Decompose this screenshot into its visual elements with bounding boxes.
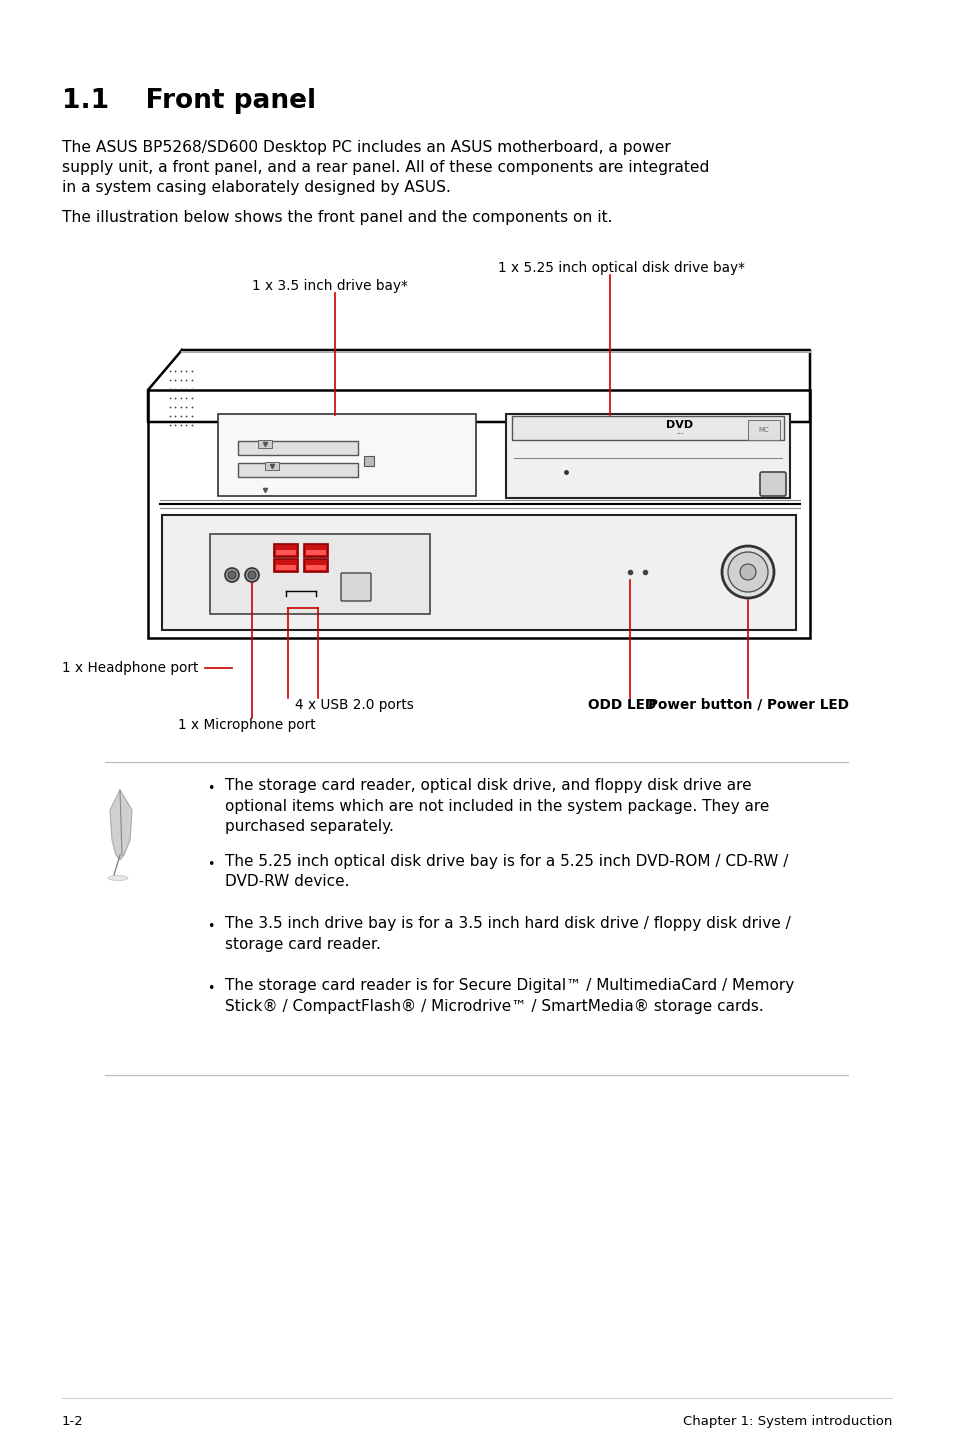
Text: in a system casing elaborately designed by ASUS.: in a system casing elaborately designed …	[62, 180, 451, 196]
Text: The 3.5 inch drive bay is for a 3.5 inch hard disk drive / floppy disk drive /: The 3.5 inch drive bay is for a 3.5 inch…	[225, 916, 790, 930]
Text: 4 x USB 2.0 ports: 4 x USB 2.0 ports	[294, 697, 414, 712]
Text: The storage card reader, optical disk drive, and floppy disk drive are: The storage card reader, optical disk dr…	[225, 778, 751, 792]
Bar	[364, 456, 374, 466]
Bar	[274, 544, 297, 557]
Bar	[304, 544, 328, 557]
Bar	[306, 549, 326, 555]
Bar	[512, 416, 783, 440]
Text: ...: ...	[676, 427, 683, 437]
Circle shape	[225, 568, 239, 582]
Bar	[304, 559, 328, 572]
Text: purchased separately.: purchased separately.	[225, 820, 394, 834]
Bar	[275, 549, 295, 555]
Bar	[218, 414, 476, 496]
Bar	[148, 390, 809, 638]
Bar	[265, 462, 278, 470]
Text: DVD: DVD	[666, 420, 693, 430]
Bar	[237, 463, 357, 477]
Text: DVD-RW device.: DVD-RW device.	[225, 874, 349, 890]
Text: 1-2: 1-2	[62, 1415, 84, 1428]
Text: 1 x Microphone port: 1 x Microphone port	[178, 718, 315, 732]
Ellipse shape	[108, 876, 128, 880]
Circle shape	[245, 568, 258, 582]
Bar	[237, 441, 357, 454]
Circle shape	[721, 546, 773, 598]
Text: •: •	[207, 782, 214, 795]
Text: Chapter 1: System introduction: Chapter 1: System introduction	[682, 1415, 891, 1428]
Text: •: •	[207, 982, 214, 995]
Text: Stick® / CompactFlash® / Microdrive™ / SmartMedia® storage cards.: Stick® / CompactFlash® / Microdrive™ / S…	[225, 998, 763, 1014]
Text: The ASUS BP5268/SD600 Desktop PC includes an ASUS motherboard, a power: The ASUS BP5268/SD600 Desktop PC include…	[62, 139, 670, 155]
Text: storage card reader.: storage card reader.	[225, 936, 380, 952]
Bar	[275, 565, 295, 569]
Text: optional items which are not included in the system package. They are: optional items which are not included in…	[225, 798, 768, 814]
Text: ODD LED: ODD LED	[587, 697, 656, 712]
FancyBboxPatch shape	[340, 572, 371, 601]
Text: The storage card reader is for Secure Digital™ / MultimediaCard / Memory: The storage card reader is for Secure Di…	[225, 978, 794, 994]
Circle shape	[740, 564, 755, 580]
Text: The illustration below shows the front panel and the components on it.: The illustration below shows the front p…	[62, 210, 612, 224]
PathPatch shape	[110, 789, 132, 860]
Text: 1.1    Front panel: 1.1 Front panel	[62, 88, 315, 114]
Bar	[747, 420, 780, 440]
Bar	[306, 565, 326, 569]
Bar	[505, 414, 789, 498]
Text: 1 x 3.5 inch drive bay*: 1 x 3.5 inch drive bay*	[252, 279, 407, 293]
Text: MC: MC	[758, 427, 768, 433]
Circle shape	[248, 571, 255, 580]
Circle shape	[727, 552, 767, 592]
Text: 1 x 5.25 inch optical disk drive bay*: 1 x 5.25 inch optical disk drive bay*	[497, 262, 744, 275]
Bar	[162, 515, 795, 630]
Polygon shape	[148, 349, 809, 421]
Text: •: •	[207, 920, 214, 933]
Circle shape	[228, 571, 235, 580]
Text: 1 x Headphone port: 1 x Headphone port	[62, 661, 198, 674]
Text: The 5.25 inch optical disk drive bay is for a 5.25 inch DVD-ROM / CD-RW /: The 5.25 inch optical disk drive bay is …	[225, 854, 787, 869]
Text: Power button / Power LED: Power button / Power LED	[647, 697, 848, 712]
Bar	[210, 533, 430, 614]
Bar	[274, 559, 297, 572]
Bar	[257, 440, 272, 449]
Text: supply unit, a front panel, and a rear panel. All of these components are integr: supply unit, a front panel, and a rear p…	[62, 160, 709, 175]
FancyBboxPatch shape	[760, 472, 785, 496]
Text: •: •	[207, 858, 214, 871]
